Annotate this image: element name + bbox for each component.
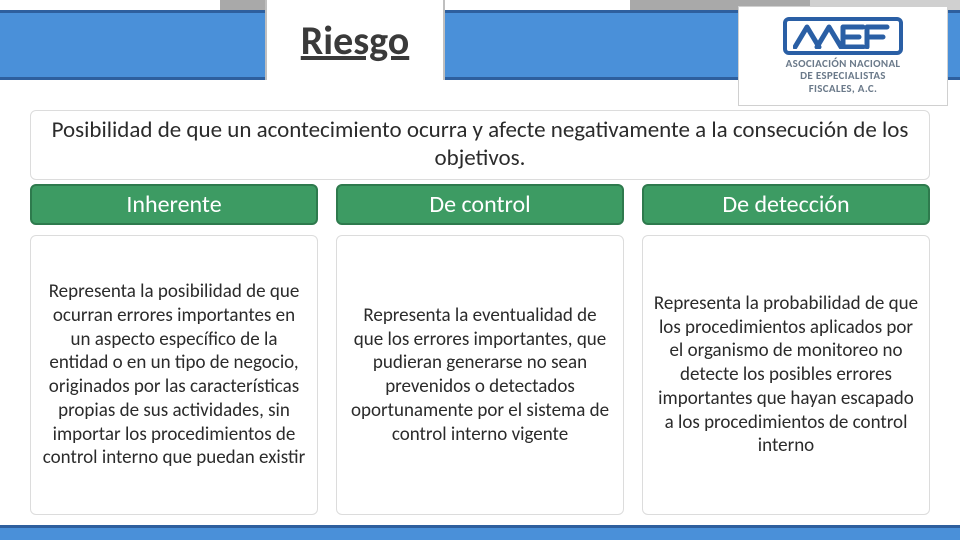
column-header: Inherente [30, 184, 318, 225]
intro-text: Posibilidad de que un acontecimiento ocu… [51, 117, 909, 172]
intro-box: Posibilidad de que un acontecimiento ocu… [30, 110, 930, 180]
footer-bar [0, 528, 960, 540]
logo-line: DE ESPECIALISTAS [786, 70, 901, 83]
column-de-deteccion: De detección Representa la probabilidad … [642, 184, 930, 515]
column-body: Representa la probabilidad de que los pr… [642, 235, 930, 515]
column-body: Representa la posibilidad de que ocurran… [30, 235, 318, 515]
columns-row: Inherente Representa la posibilidad de q… [30, 184, 930, 515]
column-body: Representa la eventualidad de que los er… [336, 235, 624, 515]
logo-line: FISCALES, A.C. [786, 83, 901, 96]
stripe [0, 0, 220, 10]
logo: ASOCIACIÓN NACIONAL DE ESPECIALISTAS FIS… [738, 6, 948, 106]
title-box: Riesgo [265, 0, 445, 80]
page-title: Riesgo [301, 16, 410, 65]
column-header: De control [336, 184, 624, 225]
logo-mark-icon [783, 17, 903, 55]
column-header: De detección [642, 184, 930, 225]
column-de-control: De control Representa la eventualidad de… [336, 184, 624, 515]
logo-text: ASOCIACIÓN NACIONAL DE ESPECIALISTAS FIS… [786, 58, 901, 96]
column-inherente: Inherente Representa la posibilidad de q… [30, 184, 318, 515]
